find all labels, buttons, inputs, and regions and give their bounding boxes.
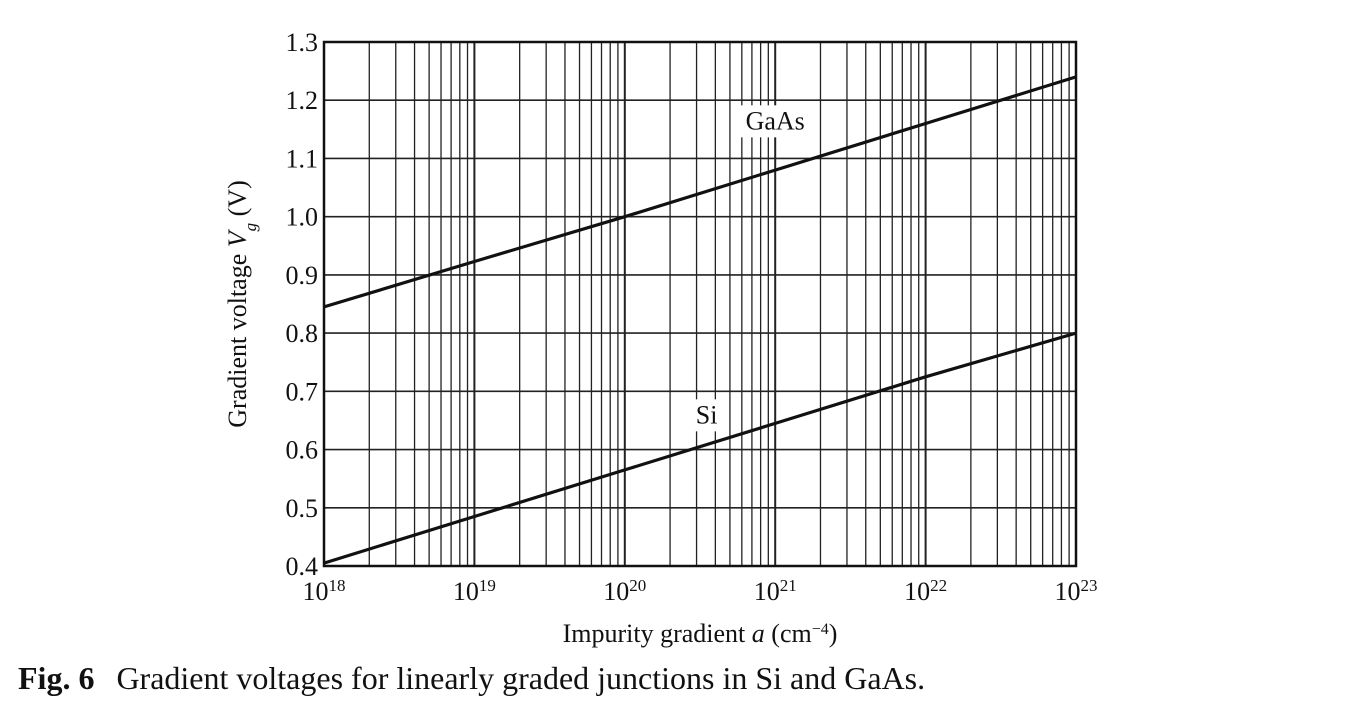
y-tick-label: 0.9 xyxy=(286,261,319,290)
x-axis-label: Impurity gradient a (cm−4) xyxy=(563,619,838,648)
series-label-gaas: GaAs xyxy=(746,106,805,135)
series-line-si xyxy=(323,331,1077,565)
series-labels: GaAs Si xyxy=(686,105,811,432)
y-tick-label: 0.7 xyxy=(286,377,319,406)
y-tick-label: 1.0 xyxy=(286,203,319,232)
figure-caption: Fig. 6 Gradient voltages for linearly gra… xyxy=(18,660,925,697)
x-tick-labels: 1018 1019 1020 1021 1022 1023 xyxy=(303,576,1098,607)
y-tick-label: 1.1 xyxy=(286,144,319,173)
x-tick-label: 1021 xyxy=(754,576,797,607)
y-tick-labels: 0.4 0.5 0.6 0.7 0.8 0.9 1.0 1.1 1.2 1.3 xyxy=(286,28,319,581)
y-tick-label: 0.4 xyxy=(286,552,319,581)
plot-frame xyxy=(322,40,1078,568)
y-axis-label: Gradient voltage Vg (V) xyxy=(223,180,260,427)
x-tick-label: 1020 xyxy=(603,576,646,607)
y-tick-label: 1.3 xyxy=(286,28,319,57)
y-tick-label: 1.2 xyxy=(286,86,319,115)
figure-number: Fig. 6 xyxy=(18,660,95,696)
x-tick-label: 1018 xyxy=(303,576,346,607)
series-label-si: Si xyxy=(696,400,718,429)
series-line-gaas xyxy=(323,75,1077,309)
x-tick-label: 1022 xyxy=(904,576,947,607)
x-tick-label: 1019 xyxy=(453,576,496,607)
y-tick-label: 0.8 xyxy=(286,319,319,348)
series-label-background xyxy=(686,399,727,432)
y-tick-label: 0.6 xyxy=(286,436,319,465)
series-label-background xyxy=(740,105,811,138)
grid-lines xyxy=(323,41,1077,567)
y-tick-label: 0.5 xyxy=(286,494,319,523)
series-lines xyxy=(323,75,1077,565)
x-tick-label: 1023 xyxy=(1055,576,1098,607)
figure-caption-text: Gradient voltages for linearly graded ju… xyxy=(116,660,926,696)
